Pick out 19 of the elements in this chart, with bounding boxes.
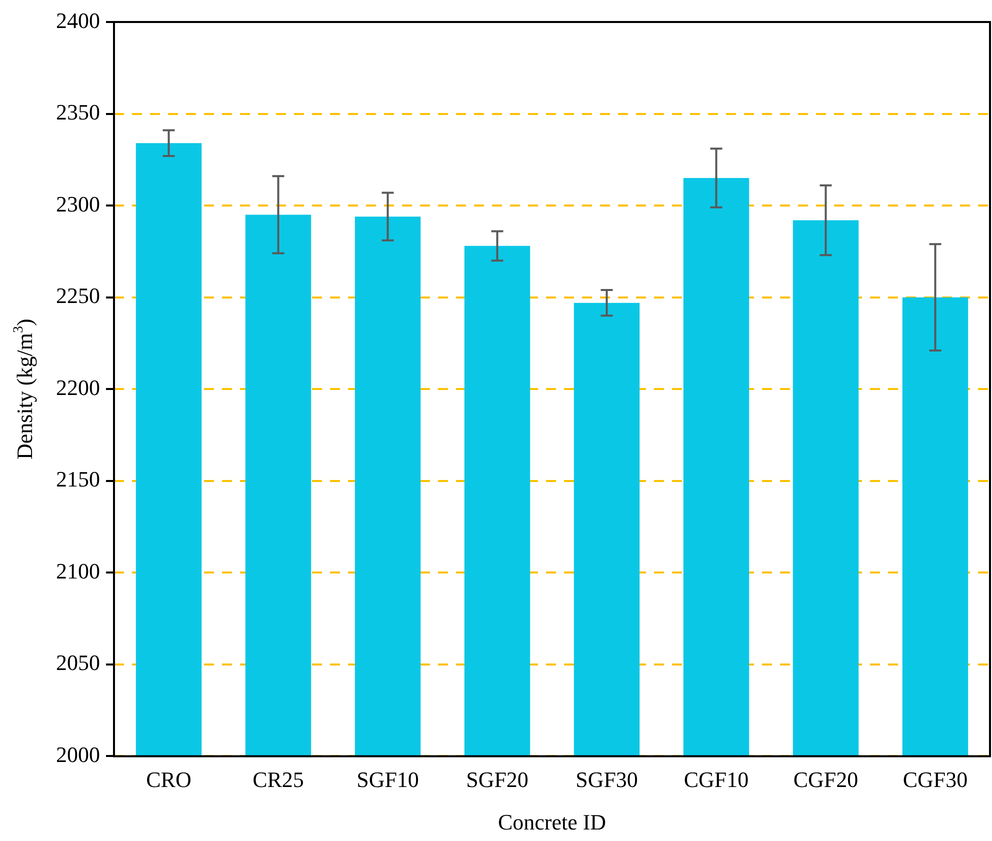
x-tick-label: SGF30 (576, 767, 638, 792)
x-tick-label: CRO (146, 767, 192, 792)
y-tick-label: 2200 (56, 374, 100, 400)
x-tick-label: CGF20 (793, 767, 858, 792)
x-tick-label: CGF10 (684, 767, 749, 792)
y-tick-label: 2350 (56, 100, 100, 125)
y-tick-label: 2050 (56, 650, 100, 676)
y-tick-label: 2250 (56, 283, 100, 308)
x-tick-label: SGF20 (466, 767, 528, 792)
y-tick-label: 2100 (56, 558, 100, 584)
y-tick-label: 2000 (56, 742, 100, 767)
y-tick-label: 2300 (56, 191, 100, 216)
x-tick-label: CR25 (252, 767, 304, 792)
y-axis-title: Density (kg/m3) (12, 318, 37, 460)
x-tick-label: SGF10 (356, 767, 419, 792)
x-axis-title: Concrete ID (498, 810, 606, 835)
y-tick-label: 2150 (56, 466, 100, 492)
x-tick-label: CGF30 (902, 767, 968, 792)
y-tick-label: 2400 (56, 8, 100, 33)
